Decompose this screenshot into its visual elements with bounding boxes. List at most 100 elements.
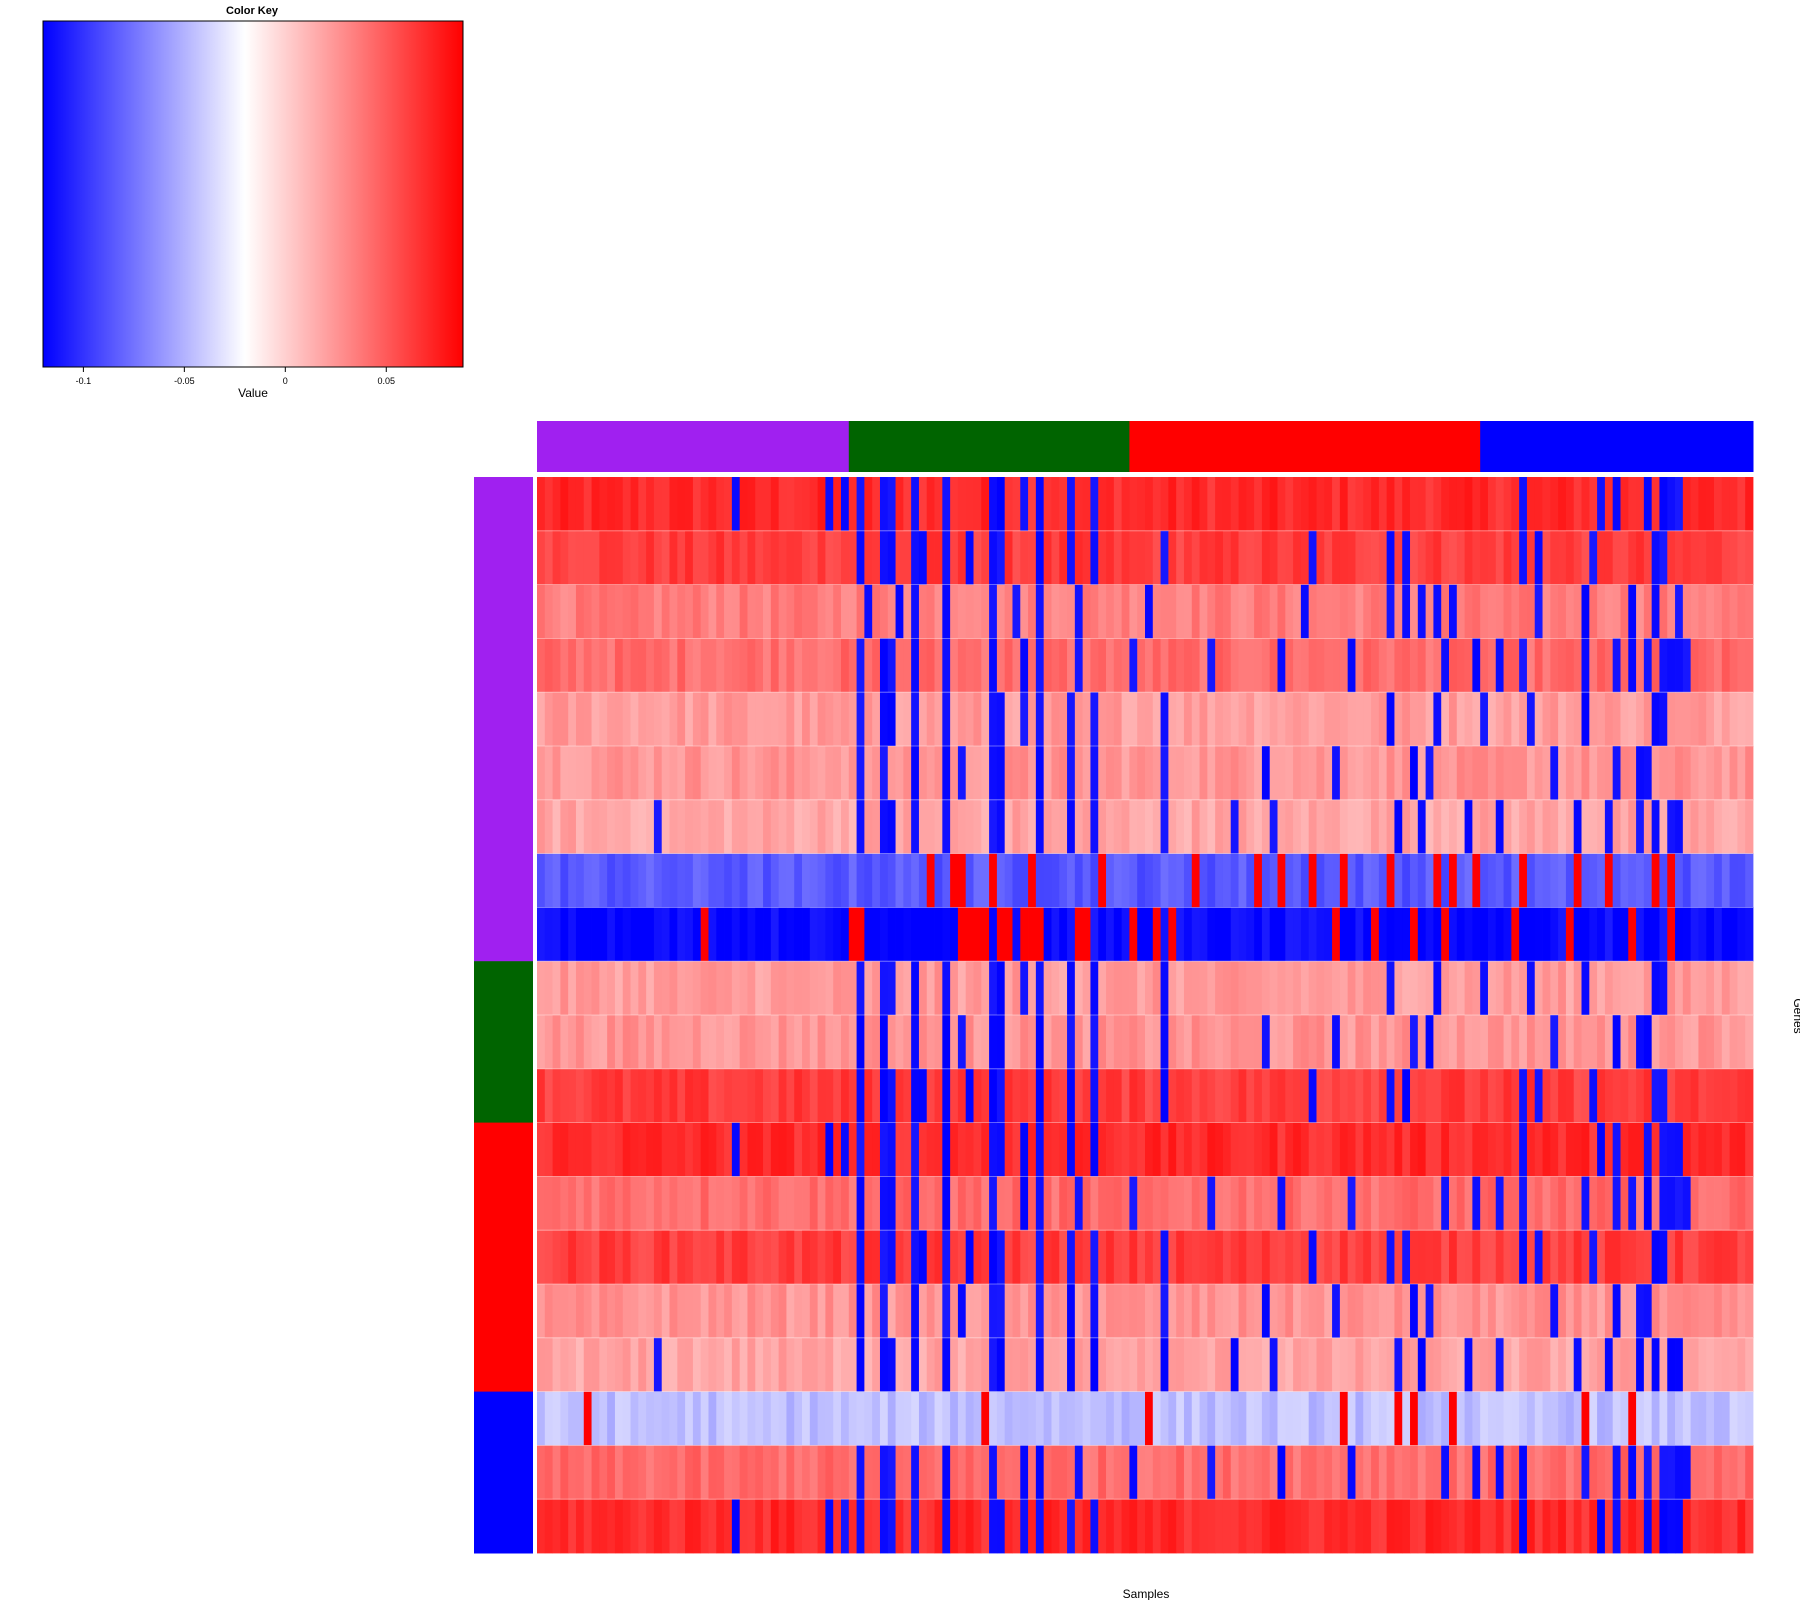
heatmap-cell: [1347, 961, 1356, 1016]
heatmap-cell: [856, 1176, 865, 1231]
heatmap-cell: [1425, 1445, 1434, 1500]
heatmap-cell: [1597, 746, 1606, 801]
heatmap-cell: [1222, 1068, 1232, 1123]
heatmap-cell: [1035, 961, 1045, 1016]
heatmap-cell: [1145, 638, 1154, 693]
heatmap-cell: [1152, 799, 1161, 854]
heatmap-cell: [778, 692, 787, 747]
heatmap-cell: [1573, 746, 1582, 801]
heatmap-cell: [1698, 1230, 1707, 1285]
heatmap-cell: [1417, 1284, 1427, 1339]
heatmap-cell: [965, 1176, 974, 1231]
heatmap-cell: [1028, 1122, 1037, 1177]
heatmap-cell: [1207, 477, 1216, 532]
heatmap-cell: [1565, 1122, 1575, 1177]
heatmap-cell: [1067, 1445, 1076, 1500]
heatmap-cell: [708, 961, 717, 1016]
heatmap-cell: [1417, 907, 1427, 962]
heatmap-cell: [1043, 584, 1052, 639]
heatmap-cell: [1597, 1230, 1606, 1285]
heatmap-cell: [1371, 584, 1380, 639]
heatmap-cell: [1020, 746, 1029, 801]
heatmap-cell: [1511, 1176, 1520, 1231]
heatmap-cell: [537, 1230, 546, 1285]
heatmap-cell: [1378, 530, 1388, 585]
heatmap-cell: [1074, 1445, 1084, 1500]
heatmap-cell: [833, 961, 842, 1016]
heatmap-cell: [716, 1284, 725, 1339]
heatmap-cell: [802, 1445, 811, 1500]
heatmap-cell: [708, 1445, 717, 1500]
heatmap-cell: [1480, 1068, 1489, 1123]
heatmap-cell: [669, 692, 678, 747]
column-group-bar: [537, 421, 850, 472]
heatmap-cell: [661, 1068, 670, 1123]
heatmap-cell: [887, 1499, 896, 1554]
heatmap-cell: [864, 961, 873, 1016]
heatmap-cell: [1511, 799, 1520, 854]
heatmap-cell: [1238, 1445, 1247, 1500]
heatmap-cell: [794, 692, 803, 747]
heatmap-cell: [1612, 530, 1621, 585]
heatmap-cell: [1417, 1391, 1427, 1446]
heatmap-cell: [1456, 1122, 1465, 1177]
heatmap-cell: [1051, 746, 1060, 801]
heatmap-cell: [1199, 1176, 1208, 1231]
heatmap-cell: [599, 1337, 608, 1392]
heatmap-cell: [669, 853, 678, 908]
heatmap-cell: [1074, 1337, 1084, 1392]
heatmap-cell: [1254, 1068, 1263, 1123]
heatmap-cell: [1020, 638, 1029, 693]
heatmap-cell: [1667, 853, 1676, 908]
heatmap-cell: [1137, 477, 1146, 532]
heatmap-cell: [692, 961, 702, 1016]
heatmap-cell: [1534, 1122, 1543, 1177]
heatmap-cell: [786, 1284, 795, 1339]
heatmap-cell: [1121, 530, 1130, 585]
heatmap-cell: [1363, 799, 1372, 854]
heatmap-cell: [669, 961, 678, 1016]
heatmap-cell: [1324, 692, 1333, 747]
heatmap-cell: [809, 746, 819, 801]
heatmap-cell: [1675, 1284, 1684, 1339]
heatmap-cell: [544, 907, 553, 962]
heatmap-cell: [1246, 477, 1255, 532]
heatmap-cell: [926, 1499, 935, 1554]
heatmap-cell: [544, 746, 553, 801]
heatmap-cell: [950, 1122, 959, 1177]
heatmap-cell: [879, 1445, 889, 1500]
heatmap-cell: [1254, 907, 1263, 962]
heatmap-cell: [1604, 1499, 1614, 1554]
heatmap-cell: [848, 961, 857, 1016]
heatmap-cell: [1012, 1499, 1021, 1554]
heatmap-cell: [583, 1176, 592, 1231]
heatmap-cell: [1503, 1391, 1512, 1446]
heatmap-cell: [1480, 1499, 1489, 1554]
heatmap-cell: [1332, 1499, 1341, 1554]
heatmap-cell: [1464, 1337, 1473, 1392]
heatmap-cell: [1285, 530, 1294, 585]
heatmap-cell: [879, 477, 889, 532]
heatmap-cell: [1043, 1284, 1052, 1339]
heatmap-cell: [1604, 799, 1614, 854]
heatmap-cell: [700, 692, 709, 747]
heatmap-cell: [1417, 1445, 1427, 1500]
heatmap-cell: [1012, 692, 1021, 747]
heatmap-cell: [1004, 961, 1013, 1016]
heatmap-cell: [1363, 1122, 1372, 1177]
heatmap-cell: [1176, 1176, 1185, 1231]
heatmap-cell: [1472, 1176, 1481, 1231]
heatmap-cell: [887, 1068, 896, 1123]
heatmap-cell: [1152, 1176, 1161, 1231]
heatmap-cell: [1386, 1122, 1395, 1177]
heatmap-cell: [965, 692, 974, 747]
heatmap-cell: [950, 961, 959, 1016]
heatmap-cell: [1137, 530, 1146, 585]
heatmap-cell: [1238, 1284, 1247, 1339]
heatmap-cell: [1277, 907, 1286, 962]
heatmap-cell: [770, 1499, 780, 1554]
heatmap-cell: [989, 746, 998, 801]
heatmap-cell: [1113, 1445, 1123, 1500]
heatmap-cell: [1745, 746, 1754, 801]
heatmap-cell: [1261, 1068, 1271, 1123]
